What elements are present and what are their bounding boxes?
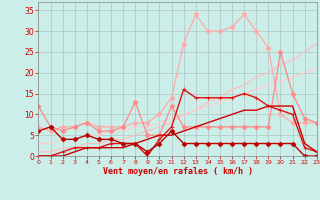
X-axis label: Vent moyen/en rafales ( km/h ): Vent moyen/en rafales ( km/h ) — [103, 167, 252, 176]
